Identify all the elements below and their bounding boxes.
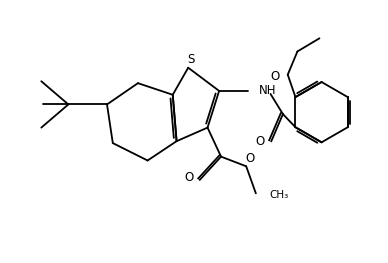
Text: NH: NH <box>259 84 277 97</box>
Text: O: O <box>256 135 265 148</box>
Text: O: O <box>246 152 255 165</box>
Text: S: S <box>188 53 195 66</box>
Text: CH₃: CH₃ <box>269 190 289 200</box>
Text: O: O <box>270 70 279 83</box>
Text: O: O <box>184 171 194 184</box>
